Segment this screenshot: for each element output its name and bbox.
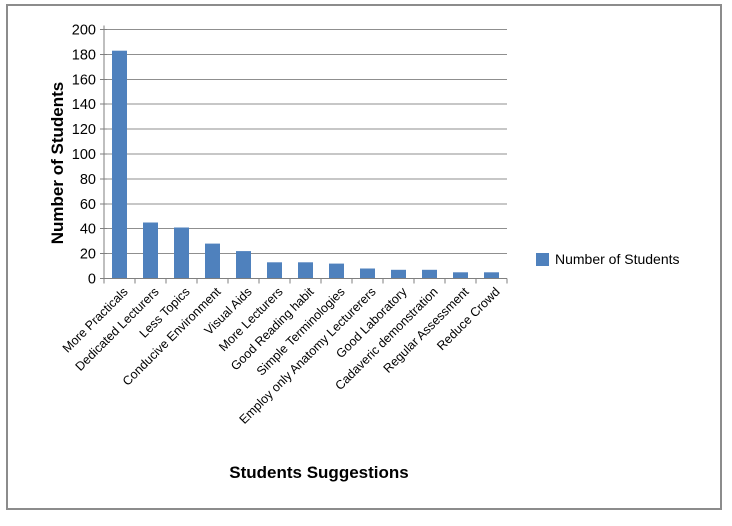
bar <box>236 251 251 279</box>
y-tick-label: 40 <box>80 222 96 238</box>
bar <box>329 263 344 279</box>
bar <box>267 262 282 279</box>
y-tick-label: 0 <box>88 272 96 288</box>
y-tick-label: 120 <box>72 122 96 138</box>
y-tick-label: 80 <box>80 172 96 188</box>
y-tick-label: 180 <box>72 47 96 63</box>
legend: Number of Students <box>536 251 680 267</box>
bar <box>143 222 158 279</box>
y-tick-label: 200 <box>72 23 96 39</box>
bar <box>112 50 127 279</box>
legend-swatch-icon <box>536 252 549 266</box>
x-axis-title: Students Suggestions <box>229 463 409 482</box>
bar <box>174 227 189 279</box>
y-tick-label: 20 <box>80 247 96 263</box>
bar <box>298 262 313 279</box>
bar <box>360 268 375 279</box>
bar <box>205 243 220 279</box>
bar <box>453 272 468 279</box>
y-axis-title: Number of Students <box>48 81 67 245</box>
legend-label: Number of Students <box>555 251 680 267</box>
bar <box>422 269 437 279</box>
y-tick-label: 100 <box>72 147 96 163</box>
y-tick-label: 60 <box>80 197 96 213</box>
y-tick-label: 160 <box>72 72 96 88</box>
bar <box>391 269 406 279</box>
y-tick-label: 140 <box>72 97 96 113</box>
bar <box>484 272 499 279</box>
